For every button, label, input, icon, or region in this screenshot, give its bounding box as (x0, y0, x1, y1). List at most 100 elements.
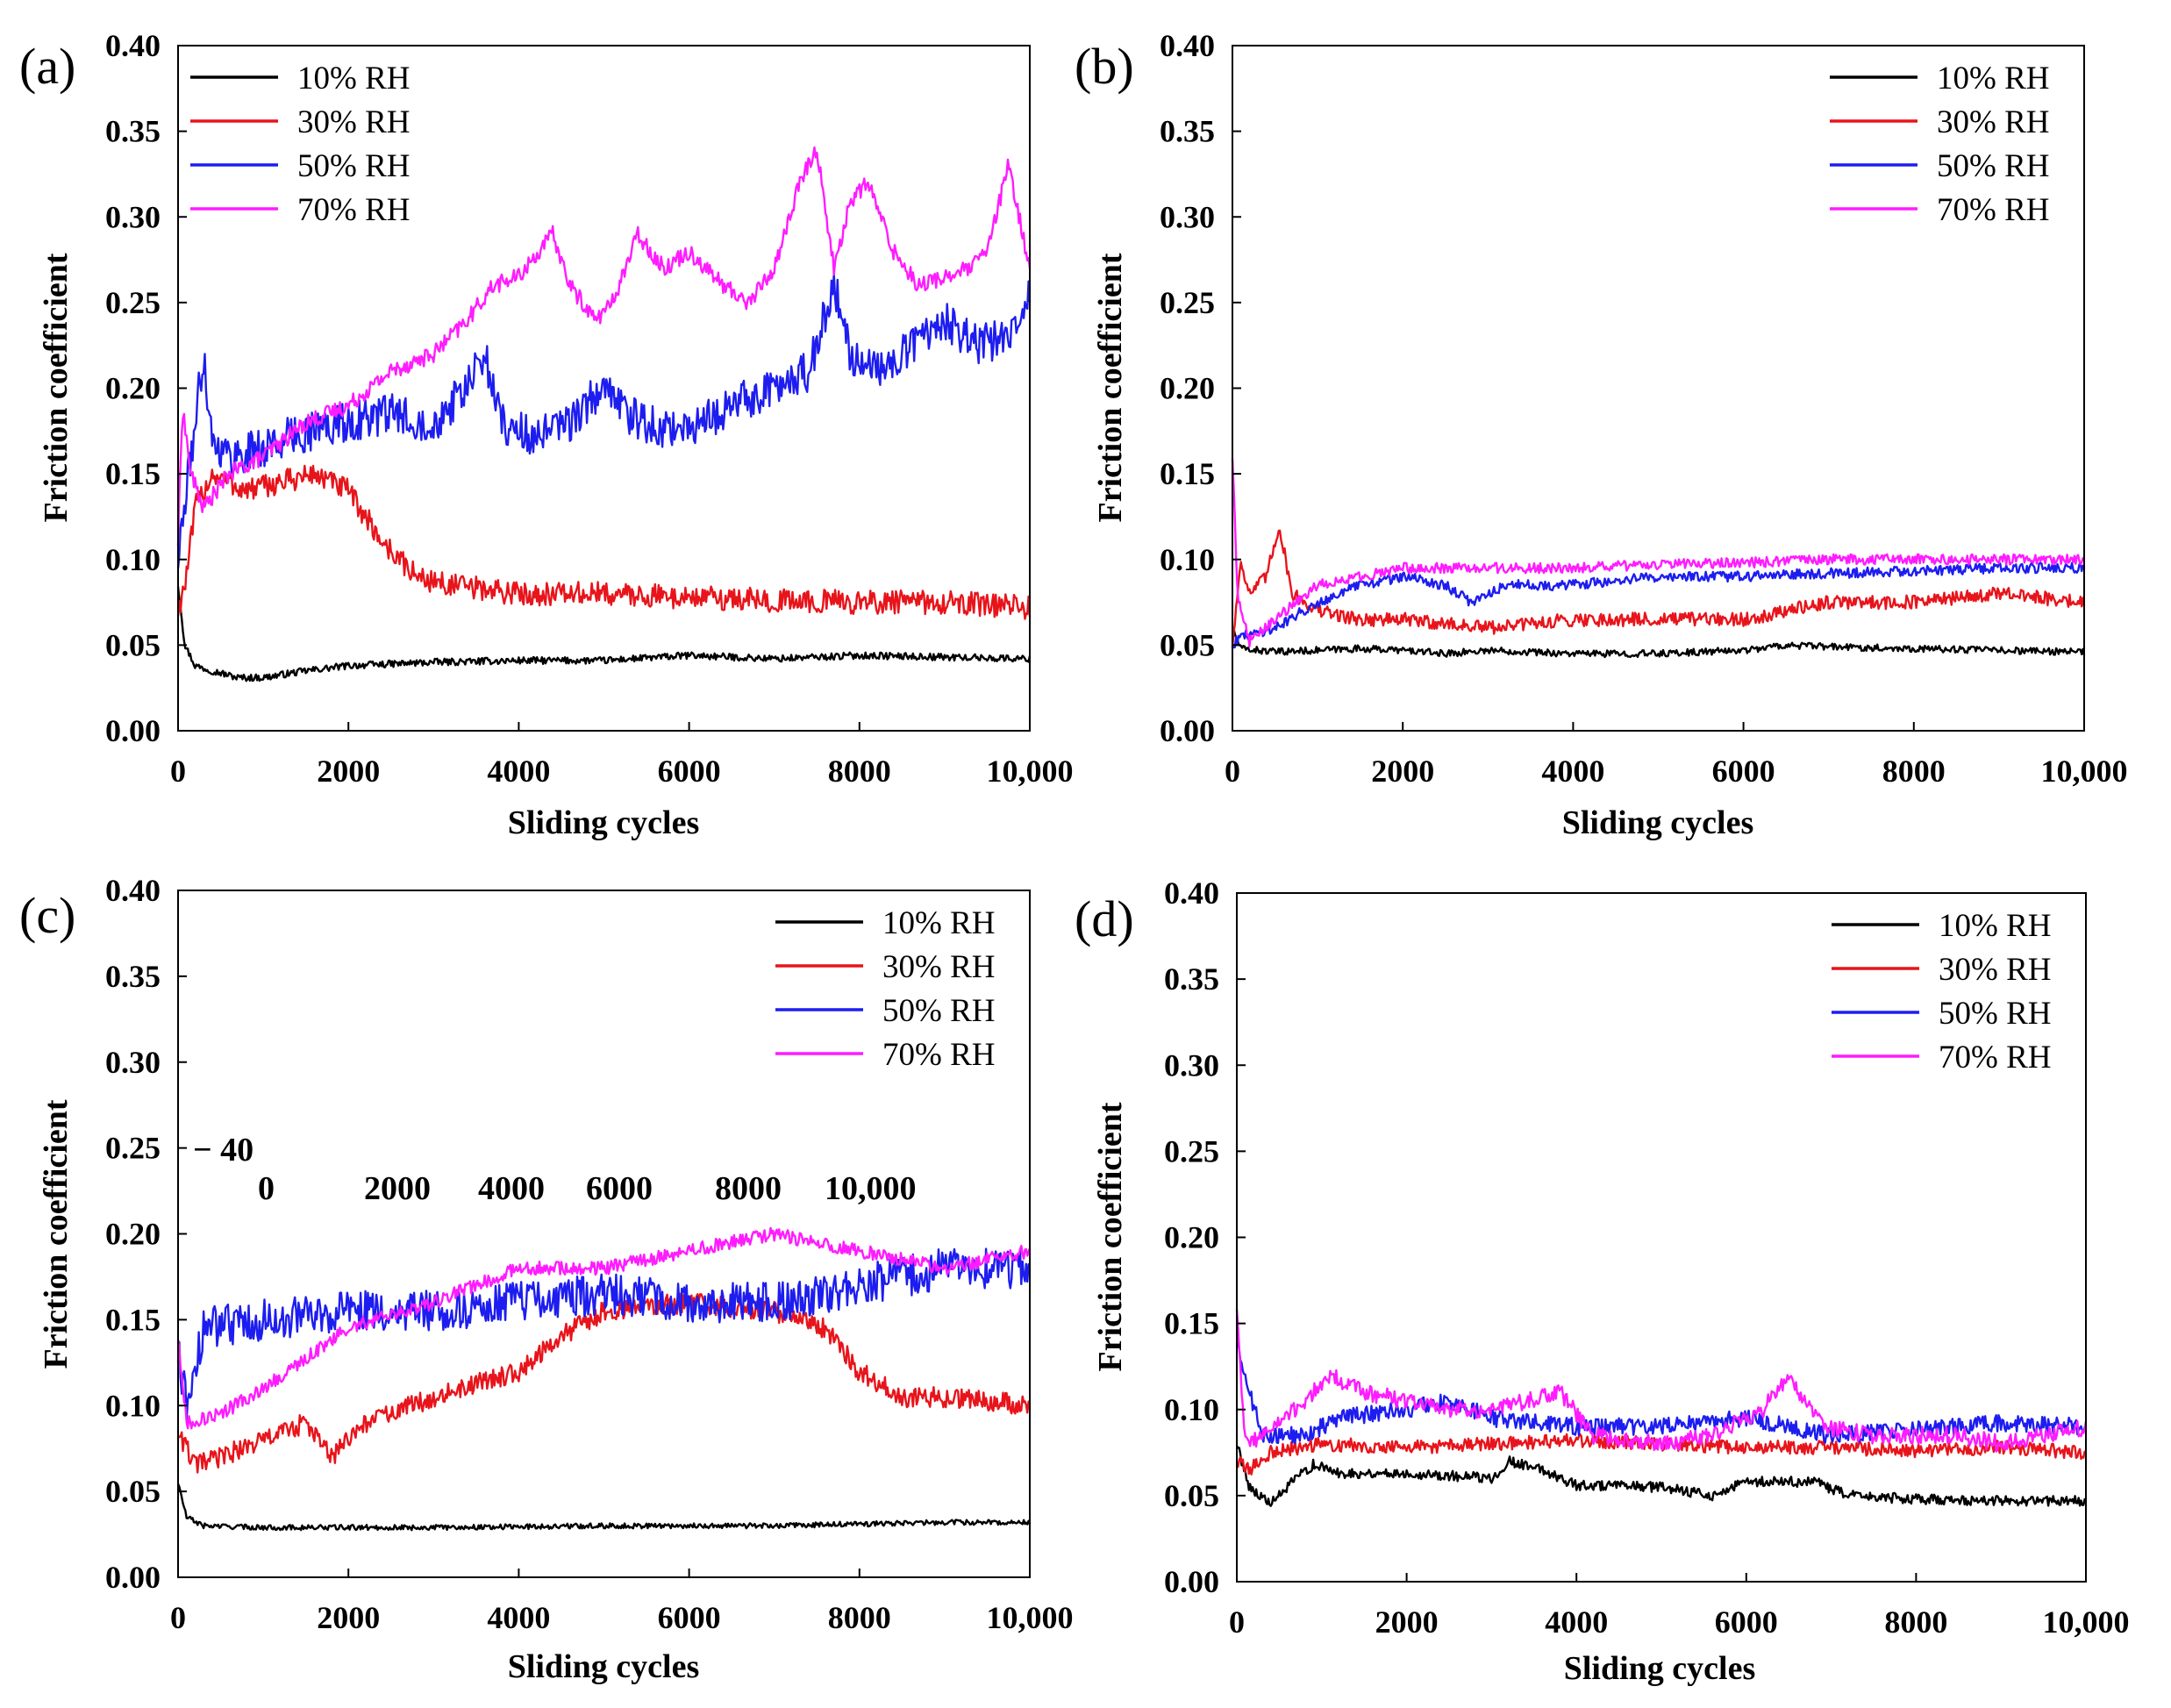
panel-d: (d) Sliding cycles Friction coefficient … (1075, 875, 2130, 1687)
panel-d-x-tick-label: 2000 (1375, 1604, 1439, 1640)
panel-a-x-tick-label: 8000 (828, 754, 891, 789)
panel-a-legend-label-30rh: 30% RH (297, 104, 410, 140)
panel-a-series-70rh-line (176, 146, 1032, 547)
panel-c-series-50rh-line (176, 1247, 1032, 1422)
panel-c-series-10rh-line (176, 1483, 1032, 1532)
panel-b: (b) Sliding cycles Friction coefficient … (1075, 28, 2128, 841)
panel-d-y-tick-label: 0.15 (1164, 1306, 1219, 1341)
panel-b-ylabel: Friction coefficient (1092, 253, 1129, 522)
panel-a-y-tick-label: 0.25 (105, 285, 161, 320)
panel-d-legend-label-70rh: 70% RH (1939, 1040, 2051, 1076)
panel-b-label: (b) (1075, 38, 1134, 95)
panel-d-ylabel: Friction coefficient (1092, 1102, 1129, 1371)
panel-a-legend-label-50rh: 50% RH (297, 148, 410, 184)
panel-a-label: (a) (19, 38, 75, 95)
panel-a-series-30rh-line (176, 464, 1032, 620)
panel-b-legend-label-70rh: 70% RH (1937, 192, 2049, 228)
panel-b-x-tick-label: 0 (1225, 754, 1240, 789)
panel-d-series-70rh-line (1235, 1309, 2088, 1453)
panel-d-x-tick-label: 4000 (1545, 1604, 1608, 1640)
panel-d-y-tick-label: 0.20 (1164, 1220, 1219, 1255)
panel-b-y-tick-label: 0.20 (1160, 371, 1215, 406)
panel-a-ylabel: Friction coefficient (38, 253, 75, 522)
panel-d-y-tick-label: 0.40 (1164, 875, 1219, 911)
panel-a-y-tick-label: 0.20 (105, 371, 161, 406)
panel-c-annotation-8000: 8000 (715, 1170, 782, 1207)
panel-c-legend: 10% RH 30% RH 50% RH 70% RH (775, 905, 995, 1073)
panel-c-x-tick-label: 2000 (317, 1600, 380, 1635)
panel-b-y-tick-label: 0.35 (1160, 114, 1215, 149)
panel-a-y-tick-label: 0.10 (105, 542, 161, 577)
panel-a-x-tick-label: 0 (170, 754, 186, 789)
panel-d-y-tick-label: 0.25 (1164, 1133, 1219, 1168)
panel-c-legend-label-30rh: 30% RH (882, 949, 995, 985)
panel-a-x-tick-label: 4000 (487, 754, 550, 789)
panel-a-y-tick-label: 0.35 (105, 114, 161, 149)
panel-b-y-tick-label: 0.00 (1160, 713, 1215, 748)
panel-d-legend-label-10rh: 10% RH (1939, 908, 2051, 944)
panel-c-y-tick-label: 0.00 (105, 1560, 161, 1595)
panel-b-y-tick-label: 0.30 (1160, 199, 1215, 234)
panel-c-series-70rh-line (176, 1226, 1032, 1430)
panel-a-series-10rh-line (176, 586, 1032, 682)
panel-b-y-tick-label: 0.10 (1160, 542, 1215, 577)
panel-a-y-tick-label: 0.40 (105, 28, 161, 63)
panel-c-x-tick-label: 8000 (828, 1600, 891, 1635)
panel-a-y-tick-label: 0.15 (105, 456, 161, 491)
panel-b-legend-label-10rh: 10% RH (1937, 61, 2049, 96)
panel-d-series-10rh-line (1235, 1445, 2088, 1507)
panel-a-legend-label-10rh: 10% RH (297, 61, 410, 96)
panel-b-xlabel: Sliding cycles (1562, 804, 1754, 841)
panel-b-x-tick-label: 2000 (1371, 754, 1434, 789)
panel-b-x-tick-label: 6000 (1712, 754, 1775, 789)
panel-b-x-tick-label: 4000 (1541, 754, 1604, 789)
panel-c-xlabel: Sliding cycles (508, 1648, 700, 1685)
panel-d-label: (d) (1075, 890, 1134, 947)
panel-c-annotation-10000: 10,000 (825, 1170, 917, 1207)
panel-c-annotation-minus-40: − 40 (193, 1132, 254, 1168)
panel-c-x-tick-label: 0 (170, 1600, 186, 1635)
panel-a-x-tick-label: 2000 (317, 754, 380, 789)
panel-c-annotation-0: 0 (258, 1170, 275, 1207)
panel-a-y-tick-label: 0.30 (105, 199, 161, 234)
panel-a-y-tick-label: 0.00 (105, 713, 161, 748)
panel-a-xlabel: Sliding cycles (508, 804, 700, 841)
panel-c-y-tick-label: 0.10 (105, 1388, 161, 1423)
panel-d-series-50rh-line (1235, 1340, 2088, 1445)
panel-a-legend: 10% RH 30% RH 50% RH 70% RH (190, 61, 410, 228)
panel-b-y-tick-label: 0.25 (1160, 285, 1215, 320)
panel-c-x-tick-label: 6000 (658, 1600, 721, 1635)
panel-c-y-tick-label: 0.25 (105, 1131, 161, 1166)
panel-d-legend: 10% RH 30% RH 50% RH 70% RH (1832, 908, 2051, 1076)
panel-c-legend-label-50rh: 50% RH (882, 993, 995, 1029)
panel-c-ylabel: Friction coefficient (38, 1099, 75, 1369)
panel-d-series-group (1235, 1309, 2088, 1507)
panel-a: (a) Sliding cycles Friction coefficient … (19, 28, 1074, 841)
panel-c-series-30rh-line (177, 1292, 1032, 1474)
panel-d-y-tick-label: 0.35 (1164, 961, 1219, 997)
panel-d-x-tick-label: 10,000 (2043, 1604, 2130, 1640)
panel-c-annotation-6000: 6000 (586, 1170, 653, 1207)
panel-d-x-tick-label: 6000 (1715, 1604, 1778, 1640)
panel-b-y-tick-label: 0.40 (1160, 28, 1215, 63)
panel-b-legend: 10% RH 30% RH 50% RH 70% RH (1830, 61, 2049, 228)
panel-b-legend-label-50rh: 50% RH (1937, 148, 2049, 184)
panel-c-y-tick-label: 0.15 (105, 1302, 161, 1337)
panel-d-x-tick-label: 8000 (1884, 1604, 1947, 1640)
panel-b-series-10rh-line (1232, 627, 2086, 659)
panel-d-y-tick-label: 0.00 (1164, 1564, 1219, 1599)
panel-b-y-tick-label: 0.05 (1160, 627, 1215, 662)
panel-c: (c) Sliding cycles Friction coefficient … (19, 873, 1074, 1685)
panel-d-x-tick-label: 0 (1229, 1604, 1245, 1640)
panel-b-x-tick-label: 8000 (1882, 754, 1946, 789)
panel-a-x-tick-label: 6000 (658, 754, 721, 789)
panel-c-x-tick-label: 10,000 (987, 1600, 1074, 1635)
panel-c-y-tick-label: 0.05 (105, 1474, 161, 1509)
panel-c-label: (c) (19, 887, 75, 944)
panel-d-legend-label-50rh: 50% RH (1939, 996, 2051, 1032)
panel-d-y-tick-label: 0.30 (1164, 1047, 1219, 1083)
panel-a-x-tick-label: 10,000 (987, 754, 1074, 789)
panel-c-y-tick-label: 0.20 (105, 1217, 161, 1252)
panel-d-legend-label-30rh: 30% RH (1939, 952, 2051, 988)
